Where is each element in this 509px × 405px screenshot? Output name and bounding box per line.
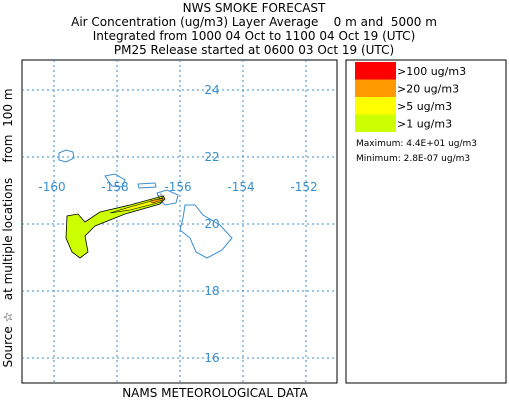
legend-label: >20 ug/m3 [397, 83, 459, 96]
lat-label: 18 [204, 284, 219, 298]
island [137, 182, 157, 189]
island [58, 149, 75, 163]
legend-label: >5 ug/m3 [397, 100, 452, 113]
legend: >100 ug/m3 >20 ug/m3 >5 ug/m3 >1 ug/m3 [355, 62, 466, 132]
legend-swatch [355, 62, 396, 80]
legend-label: >1 ug/m3 [397, 118, 452, 131]
lon-label: -152 [290, 180, 317, 194]
lon-label: -158 [101, 180, 128, 194]
lon-label: -156 [164, 180, 191, 194]
lat-label: 20 [204, 217, 219, 231]
plume-1 [65, 195, 166, 259]
legend-label: >100 ug/m3 [397, 65, 466, 78]
island [104, 173, 126, 188]
legend-swatch [355, 114, 396, 132]
subtitle: Integrated from 1000 04 Oct to 1100 04 O… [93, 29, 416, 43]
lat-label: 16 [204, 351, 219, 365]
legend-swatch [355, 97, 396, 115]
graticule: 24 22 20 18 16 -160 -158 -156 -154 -152 [22, 60, 337, 383]
maximum: Maximum: 4.4E+01 ug/m3 [356, 139, 477, 149]
plume-5 [109, 197, 163, 214]
lat-label: 24 [204, 83, 219, 97]
lat-label: 22 [204, 150, 219, 164]
side-label: Source ☆ at multiple locations from 100 … [1, 88, 15, 367]
legend-frame [345, 59, 507, 384]
island [179, 204, 233, 259]
subtitle: PM25 Release started at 0600 03 Oct 19 (… [114, 43, 394, 57]
subtitle: Air Concentration (ug/m3) Layer Average … [71, 15, 437, 29]
minimum: Minimum: 2.8E-07 ug/m3 [356, 154, 470, 164]
plume-20 [149, 197, 164, 204]
footer: NAMS METEOROLOGICAL DATA [122, 386, 308, 400]
title: NWS SMOKE FORECAST [183, 1, 326, 15]
lon-label: -160 [38, 180, 65, 194]
smoke-plume [65, 195, 166, 259]
lon-label: -154 [227, 180, 254, 194]
legend-swatch [355, 79, 396, 97]
source-marker: ☆ [157, 192, 166, 203]
